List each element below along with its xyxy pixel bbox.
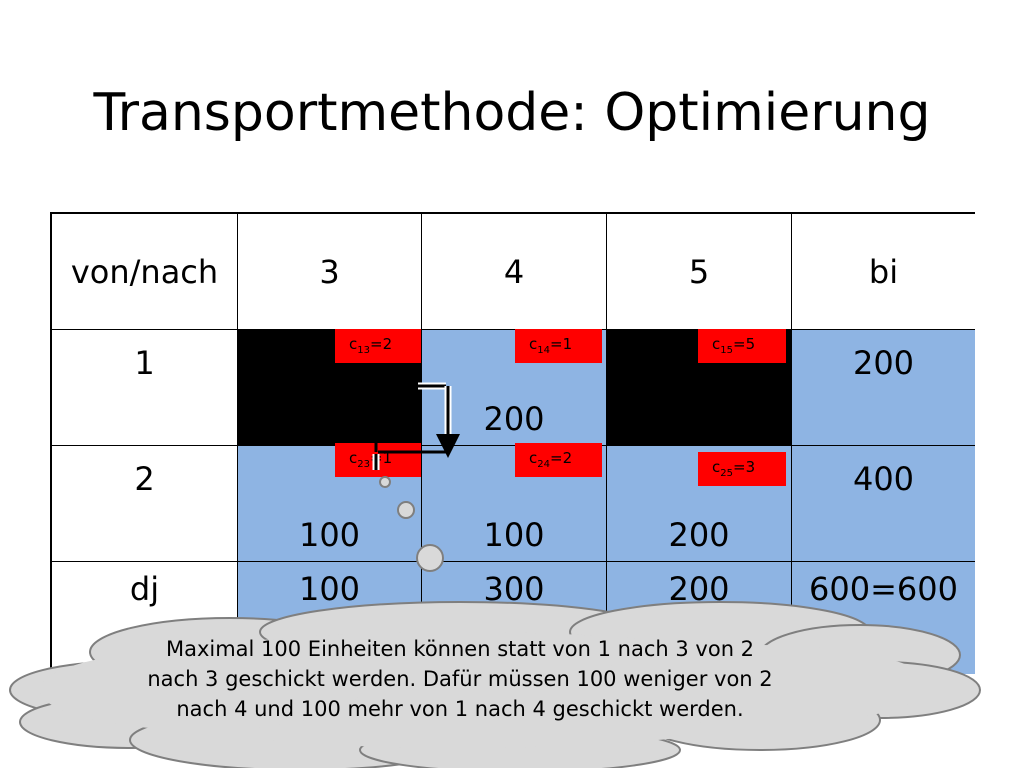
cost-label-c25: c25=3 (698, 452, 786, 486)
cost-sub-14: 14 (537, 345, 550, 356)
row-2-label: 2 (52, 446, 238, 562)
header-bi: bi (792, 214, 975, 330)
row-dj-label-text: dj (129, 570, 160, 608)
alloc-2-4: 100 (483, 516, 545, 554)
cell-2-bi: 400 (792, 446, 975, 562)
cost-label-c14: c14=1 (515, 329, 602, 363)
cost-sub-13: 13 (357, 345, 370, 356)
row-1-label: 1 (52, 330, 238, 446)
alloc-1-4: 200 (483, 400, 545, 438)
cost-label-c13: c13=2 (335, 329, 421, 363)
alloc-2-5: 200 (668, 516, 730, 554)
header-col-4: 4 (422, 214, 607, 330)
cost-label-c23: c23=1 (335, 443, 421, 477)
alloc-2-3: 100 (298, 516, 361, 554)
header-col-3: 3 (238, 214, 422, 330)
row-1-label-text: 1 (134, 344, 155, 382)
cost-sub-23: 23 (357, 459, 370, 470)
cost-value-c15: 5 (745, 335, 756, 353)
cost-value-c24: 2 (562, 449, 573, 467)
cost-sub-25: 25 (720, 468, 733, 479)
header-col-5: 5 (607, 214, 792, 330)
cost-label-c24: c24=2 (515, 443, 602, 477)
header-von-nach: von/nach (52, 214, 238, 330)
cost-value-c25: 3 (745, 458, 756, 476)
cost-sub-24: 24 (537, 459, 550, 470)
transport-table: von/nach 3 4 5 bi 1 200 200 2 100 100 20… (50, 212, 975, 674)
total-balance: 600=600 (809, 570, 958, 608)
callout-text: Maximal 100 Einheiten können statt von 1… (147, 637, 773, 721)
cost-sub-15: 15 (720, 345, 733, 356)
cost-value-c14: 1 (562, 335, 573, 353)
demand-4: 300 (483, 570, 545, 608)
cell-1-bi: 200 (792, 330, 975, 446)
supply-2: 400 (852, 460, 915, 498)
row-2-label-text: 2 (134, 460, 155, 498)
cost-value-c13: 2 (382, 335, 393, 353)
cost-value-c23: 1 (382, 449, 393, 467)
supply-1: 200 (852, 344, 915, 382)
demand-5: 200 (668, 570, 730, 608)
cost-label-c15: c15=5 (698, 329, 786, 363)
slide-title: Transportmethode: Optimierung (93, 83, 931, 143)
demand-3: 100 (298, 570, 361, 608)
cell-dj-total: 600=600 (792, 562, 975, 674)
